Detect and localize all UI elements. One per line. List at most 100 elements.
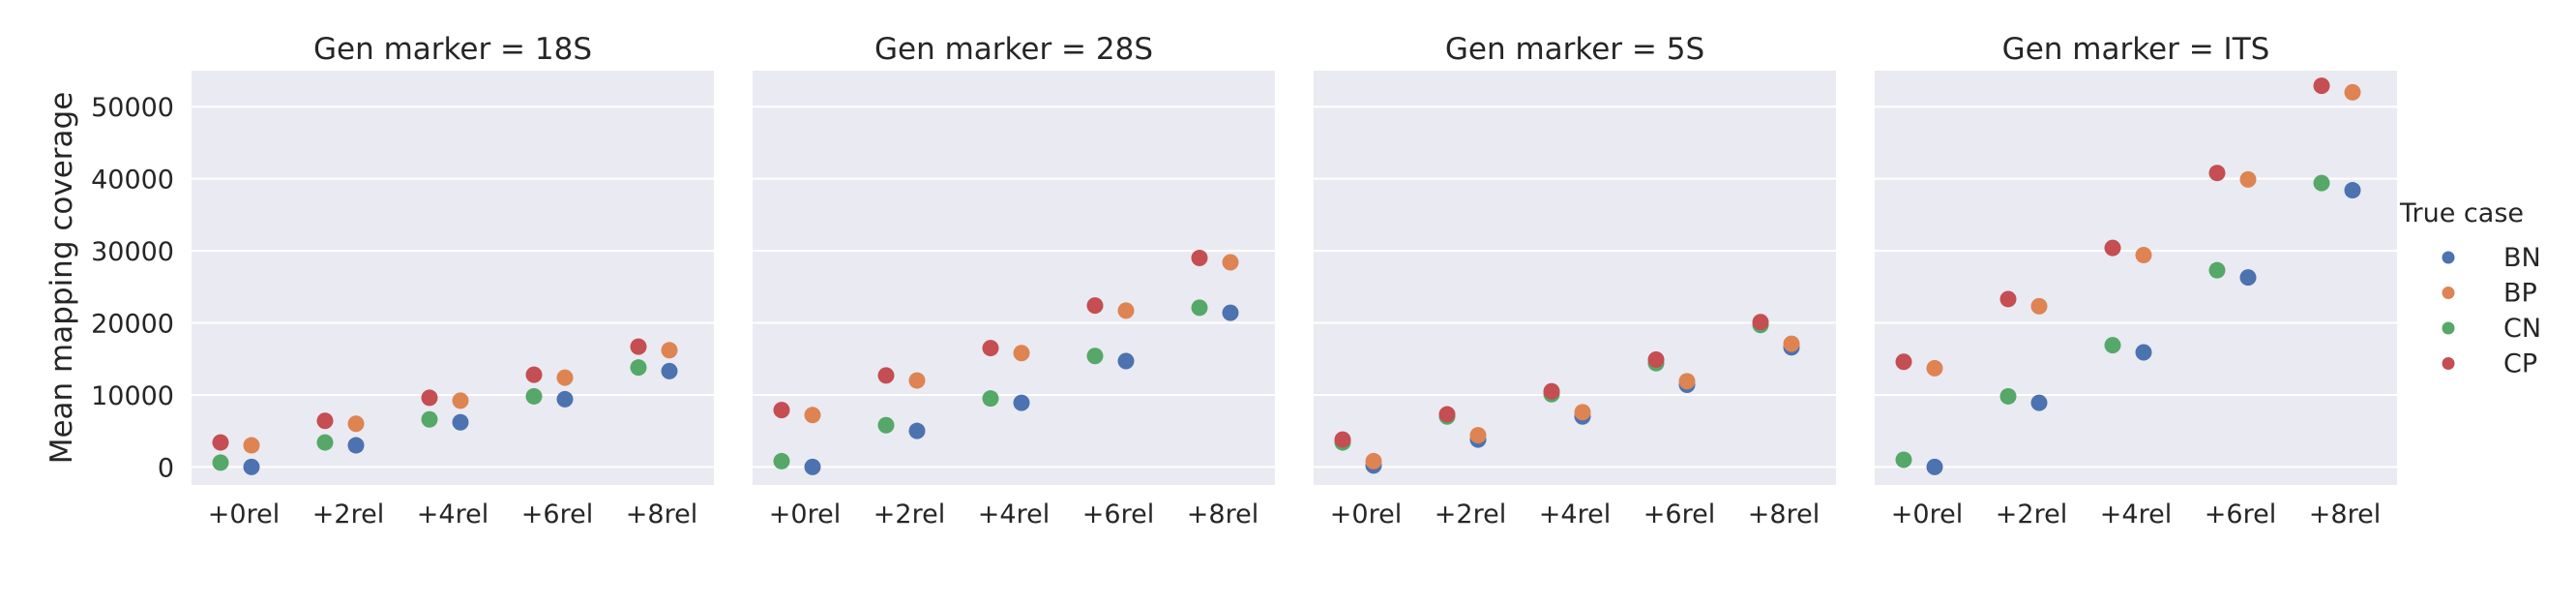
data-point-bp xyxy=(1365,452,1382,469)
x-tick-label: +4rel xyxy=(1539,499,1611,529)
data-point-cn xyxy=(1191,299,1208,317)
data-point-bp xyxy=(556,369,574,386)
data-point-cp xyxy=(1334,431,1351,448)
x-tick-label: +8rel xyxy=(1187,499,1258,529)
plot-background xyxy=(1314,71,1836,485)
data-point-cn xyxy=(316,434,334,451)
data-point-bn xyxy=(556,390,574,408)
data-point-cp xyxy=(630,338,647,355)
plot-background xyxy=(192,71,714,485)
data-point-cp xyxy=(525,366,543,383)
x-tick-label: +2rel xyxy=(312,499,384,529)
data-point-cp xyxy=(212,434,229,451)
data-point-bn xyxy=(243,458,260,475)
legend-label-bn: BN xyxy=(2503,243,2541,273)
y-tick-label: 50000 xyxy=(91,93,174,123)
facet-3: Gen marker = 5S +0rel +2rel +4rel +6rel +8rel xyxy=(1314,32,1836,529)
y-tick-label: 40000 xyxy=(91,166,174,196)
y-tick-label: 20000 xyxy=(91,310,174,340)
data-point-bn xyxy=(452,413,469,431)
data-point-bp xyxy=(2030,297,2048,315)
data-point-cn xyxy=(212,454,229,471)
data-point-cn xyxy=(525,387,543,405)
data-point-bn xyxy=(2239,269,2257,287)
x-tick-label: +0rel xyxy=(208,499,280,529)
data-point-bp xyxy=(1678,373,1696,390)
facet-title: Gen marker = 5S xyxy=(1445,32,1704,67)
data-point-bn xyxy=(2344,182,2361,199)
y-axis-label: Mean mapping coverage xyxy=(44,92,79,465)
data-point-cp xyxy=(1895,353,1912,371)
facet-panels: 0 10000 20000 30000 40000 50000 Gen marker = 1… xyxy=(91,32,2397,529)
legend-label-bp: BP xyxy=(2503,279,2537,309)
data-point-cp xyxy=(1752,314,1769,331)
facet-title: Gen marker = 28S xyxy=(874,32,1153,67)
data-point-bp xyxy=(1469,427,1487,444)
data-point-cn xyxy=(1895,451,1912,469)
data-point-cp xyxy=(982,340,999,357)
data-point-cp xyxy=(1086,297,1104,315)
data-point-cn xyxy=(2208,261,2226,279)
data-point-cp xyxy=(1543,382,1560,400)
x-tick-label: +2rel xyxy=(873,499,945,529)
data-point-cp xyxy=(1647,350,1665,368)
legend-marker-cp xyxy=(2442,357,2455,370)
data-point-bp xyxy=(1013,345,1030,362)
x-tick-label: +0rel xyxy=(1330,499,1402,529)
data-point-cp xyxy=(1191,250,1208,267)
data-point-bp xyxy=(347,415,365,433)
data-point-bn xyxy=(2135,344,2152,361)
x-tick-label: +4rel xyxy=(978,499,1050,529)
plot-background xyxy=(753,71,1275,485)
data-point-cn xyxy=(982,390,999,408)
facet-2: Gen marker = 28S +0rel +2rel +4rel +6rel +8re… xyxy=(753,32,1275,529)
data-point-bp xyxy=(1222,254,1239,271)
x-tick-label: +6rel xyxy=(1643,499,1715,529)
x-tick-label: +4rel xyxy=(417,499,489,529)
x-tick-label: +6rel xyxy=(2205,499,2276,529)
y-tick-label: 0 xyxy=(158,453,174,483)
data-point-bn xyxy=(1222,304,1239,321)
data-point-bn xyxy=(908,422,926,439)
data-point-cp xyxy=(421,389,438,407)
data-point-bp xyxy=(661,342,678,359)
legend-label-cp: CP xyxy=(2503,349,2537,379)
data-point-bp xyxy=(2135,247,2152,264)
data-point-bn xyxy=(661,362,678,379)
data-point-cp xyxy=(2208,165,2226,182)
facet-1: 0 10000 20000 30000 40000 50000 Gen marker = 1… xyxy=(91,32,714,529)
x-tick-label: +0rel xyxy=(1891,499,1963,529)
x-tick-label: +8rel xyxy=(626,499,697,529)
legend-marker-bn xyxy=(2442,251,2455,264)
data-point-cp xyxy=(316,412,334,430)
x-tick-label: +2rel xyxy=(1996,499,2067,529)
data-point-cn xyxy=(1086,348,1104,365)
x-tick-label: +0rel xyxy=(769,499,841,529)
legend-marker-bp xyxy=(2442,287,2455,299)
x-tick-label: +6rel xyxy=(521,499,593,529)
data-point-bp xyxy=(1783,335,1800,352)
data-point-cp xyxy=(2313,77,2330,95)
legend-label-cn: CN xyxy=(2503,314,2541,344)
legend-marker-cn xyxy=(2442,321,2455,335)
y-tick-label: 10000 xyxy=(91,381,174,411)
plot-background xyxy=(1875,71,2397,485)
data-point-bn xyxy=(1013,394,1030,411)
legend: True case BN BP CN CP xyxy=(2399,198,2541,379)
data-point-bp xyxy=(804,407,821,424)
data-point-bp xyxy=(243,437,260,454)
facet-title: Gen marker = ITS xyxy=(2002,32,2270,67)
data-point-bp xyxy=(1117,302,1135,319)
data-point-bp xyxy=(452,392,469,409)
data-point-bn xyxy=(1117,352,1135,370)
data-point-cp xyxy=(2104,239,2121,257)
y-tick-label: 30000 xyxy=(91,237,174,267)
data-point-cn xyxy=(421,410,438,428)
data-point-cn xyxy=(1999,387,2017,405)
data-point-cn xyxy=(773,452,790,469)
data-point-cp xyxy=(877,367,895,384)
data-point-cp xyxy=(773,402,790,419)
data-point-bn xyxy=(347,437,365,454)
x-tick-label: +2rel xyxy=(1435,499,1506,529)
